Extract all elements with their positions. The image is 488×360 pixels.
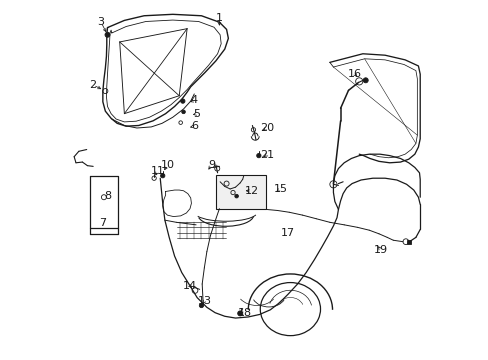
Circle shape xyxy=(182,110,185,114)
Text: 10: 10 xyxy=(160,160,174,170)
Text: 17: 17 xyxy=(281,228,295,238)
Bar xyxy=(215,175,265,209)
Text: 9: 9 xyxy=(207,160,215,170)
Text: 15: 15 xyxy=(273,184,287,194)
Circle shape xyxy=(234,194,238,198)
Circle shape xyxy=(160,174,164,178)
Text: 4: 4 xyxy=(190,95,198,105)
Circle shape xyxy=(105,32,110,37)
Text: 5: 5 xyxy=(193,109,200,119)
Text: 7: 7 xyxy=(99,218,106,228)
Text: 1: 1 xyxy=(216,13,223,23)
Circle shape xyxy=(199,303,203,308)
Text: 2: 2 xyxy=(89,80,97,90)
Circle shape xyxy=(363,78,367,83)
Text: 14: 14 xyxy=(183,281,197,291)
Bar xyxy=(406,239,410,244)
Text: 18: 18 xyxy=(237,309,251,318)
Circle shape xyxy=(237,311,242,316)
Text: 16: 16 xyxy=(347,69,361,79)
Text: 8: 8 xyxy=(104,191,111,201)
Text: 3: 3 xyxy=(98,17,104,27)
Text: 6: 6 xyxy=(190,121,197,131)
Text: 21: 21 xyxy=(259,150,273,160)
Text: 12: 12 xyxy=(244,186,258,196)
Circle shape xyxy=(180,99,184,103)
Text: 11: 11 xyxy=(150,166,164,176)
Circle shape xyxy=(256,153,261,158)
Text: 19: 19 xyxy=(373,245,387,255)
Text: 13: 13 xyxy=(197,296,211,306)
Text: 20: 20 xyxy=(259,123,273,133)
